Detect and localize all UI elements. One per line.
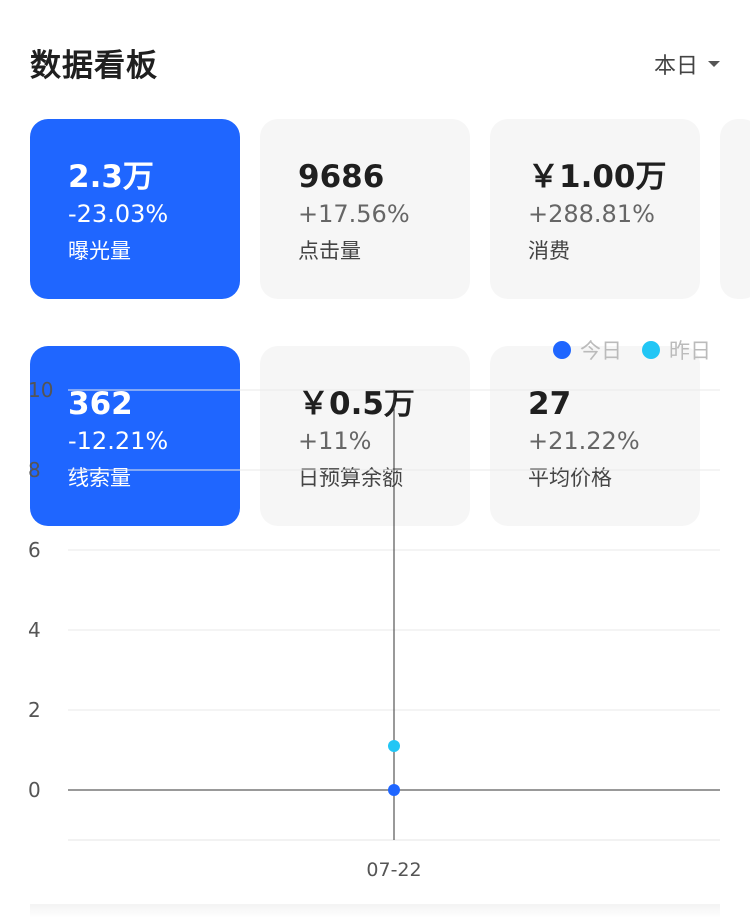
metric-card-next[interactable] [720,119,750,299]
metric-label: 消费 [528,239,570,263]
metric-value: ￥0.5万 [298,386,415,422]
y-tick-label: 4 [28,618,41,642]
metric-change: -23.03% [68,200,169,228]
metric-change: +17.56% [298,200,410,228]
metric-label: 日预算余额 [298,466,403,490]
metric-card-leads[interactable]: 362 -12.21% 线索量 [30,346,240,526]
y-tick-label: 0 [28,778,41,802]
metric-value: 9686 [298,159,385,195]
metric-card-clicks[interactable]: 9686 +17.56% 点击量 [260,119,470,299]
metric-label: 曝光量 [68,239,131,263]
bottom-divider [30,904,720,918]
metric-label: 平均价格 [528,466,612,490]
metric-change: +21.22% [528,427,640,455]
metric-change: -12.21% [68,427,169,455]
metric-card-spend[interactable]: ￥1.00万 +288.81% 消费 [490,119,700,299]
metric-card-daily-budget[interactable]: ￥0.5万 +11% 日预算余额 [260,346,470,526]
metric-value: ￥1.00万 [528,159,667,195]
metric-change: +288.81% [528,200,655,228]
data-point-yesterday [388,740,400,752]
metric-value: 2.3万 [68,159,154,195]
metric-label: 线索量 [68,466,131,490]
x-tick-label: 07-22 [366,859,421,881]
metric-card-impressions[interactable]: 2.3万 -23.03% 曝光量 [30,119,240,299]
metric-value: 362 [68,386,133,422]
metric-value: 27 [528,386,572,422]
metric-label: 点击量 [298,239,361,263]
metric-card-avg-price[interactable]: 27 +21.22% 平均价格 [490,346,700,526]
metric-change: +11% [298,427,372,455]
page-title: 数据看板 [30,48,158,84]
y-tick-label: 2 [28,698,41,722]
period-selector[interactable]: 本日 [654,48,720,80]
caret-down-icon [708,61,720,67]
period-label: 本日 [653,54,698,79]
data-point-today [388,784,400,796]
y-tick-label: 6 [28,538,41,562]
